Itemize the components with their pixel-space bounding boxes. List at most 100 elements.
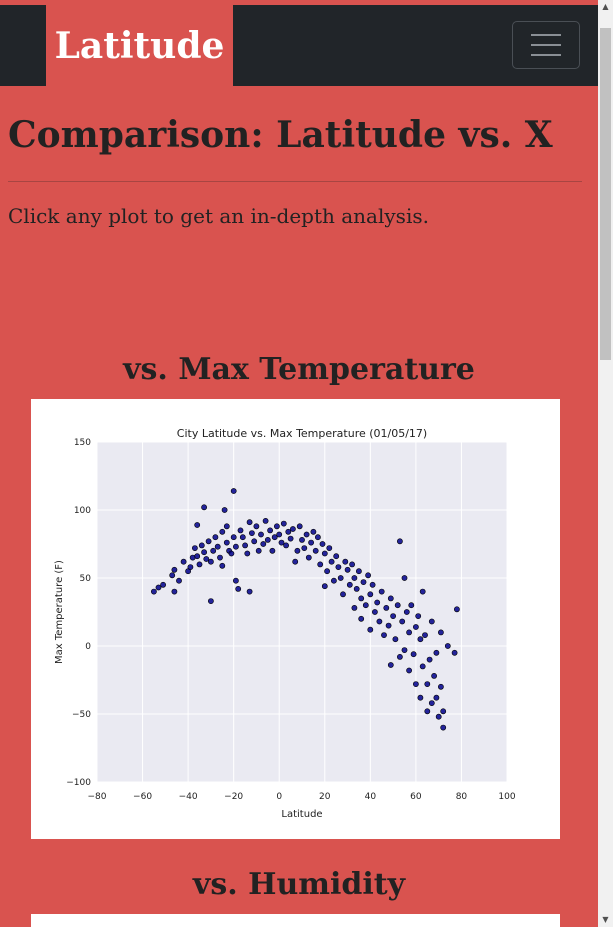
x-tick-label: 100 xyxy=(498,792,515,802)
data-point xyxy=(314,534,321,541)
data-point xyxy=(217,554,223,561)
data-point xyxy=(203,556,210,562)
data-point xyxy=(415,613,422,619)
plot-area xyxy=(97,442,507,782)
data-point xyxy=(253,523,260,530)
data-point xyxy=(340,591,346,598)
x-tick-labels: −80 −60 −40 −20 0 20 40 60 80 100 xyxy=(88,792,516,802)
data-point xyxy=(258,531,264,538)
data-point xyxy=(428,618,435,625)
data-point xyxy=(440,724,447,731)
x-tick-label: 80 xyxy=(456,792,468,802)
data-point xyxy=(383,604,390,611)
data-point xyxy=(435,713,442,720)
data-point xyxy=(301,545,308,551)
data-point xyxy=(319,541,326,547)
data-point xyxy=(210,547,217,554)
max-temperature-scatter-chart: −80 −60 −40 −20 0 20 40 60 80 100 150 100 50 0 −50 −10… xyxy=(31,399,560,839)
data-point xyxy=(433,694,440,701)
data-point xyxy=(276,531,283,538)
data-point xyxy=(431,672,437,679)
y-tick-label: 150 xyxy=(74,438,91,448)
data-point xyxy=(237,527,244,534)
data-point xyxy=(417,636,424,643)
x-tick-label: −60 xyxy=(133,792,152,802)
data-point xyxy=(299,536,305,543)
max-temperature-plot-link[interactable]: −80 −60 −40 −20 0 20 40 60 80 100 150 100 50 0 −50 −10… xyxy=(31,399,560,839)
data-point xyxy=(412,681,419,687)
y-tick-labels: 150 100 50 0 −50 −100 xyxy=(66,438,91,788)
data-point xyxy=(160,581,166,588)
navbar-toggler-button[interactable] xyxy=(512,21,580,69)
data-point xyxy=(424,681,431,687)
humidity-plot-link[interactable] xyxy=(31,914,560,927)
data-point xyxy=(205,538,212,545)
data-point xyxy=(207,558,214,565)
data-point xyxy=(353,585,360,592)
data-point xyxy=(358,615,365,622)
data-point xyxy=(194,553,201,560)
hamburger-icon xyxy=(531,34,561,36)
data-point xyxy=(155,584,162,591)
data-point xyxy=(273,523,280,530)
data-point xyxy=(422,632,428,638)
data-point xyxy=(201,504,207,511)
data-point xyxy=(198,542,205,549)
data-point xyxy=(428,700,435,706)
data-point xyxy=(317,561,324,568)
data-point xyxy=(262,518,269,524)
data-point xyxy=(246,519,253,526)
scrollbar-thumb[interactable] xyxy=(600,28,611,360)
data-point xyxy=(232,577,239,584)
data-point xyxy=(176,577,182,584)
data-point xyxy=(426,656,433,663)
y-tick-label: 0 xyxy=(85,642,91,652)
vertical-scrollbar[interactable]: ▲ ▼ xyxy=(598,0,613,927)
scroll-down-arrow-icon[interactable]: ▼ xyxy=(602,915,609,924)
data-point xyxy=(214,543,221,550)
data-point xyxy=(271,534,278,541)
data-point xyxy=(232,543,239,550)
data-point xyxy=(381,632,387,638)
data-point xyxy=(269,547,276,554)
data-point xyxy=(433,649,440,656)
data-point xyxy=(171,566,178,573)
data-point xyxy=(399,618,406,625)
data-point xyxy=(390,613,396,619)
data-point xyxy=(260,541,267,547)
data-point xyxy=(310,528,317,535)
data-point xyxy=(187,564,194,570)
data-point xyxy=(267,527,273,534)
data-point xyxy=(342,558,349,565)
brand-link[interactable]: Latitude xyxy=(46,5,233,86)
data-point xyxy=(303,531,310,538)
scroll-up-arrow-icon[interactable]: ▲ xyxy=(602,2,609,11)
data-point xyxy=(248,530,255,536)
data-point xyxy=(221,507,228,513)
data-point xyxy=(437,629,444,636)
data-point xyxy=(321,583,328,590)
grid-lines xyxy=(96,441,508,783)
data-point xyxy=(387,662,394,668)
data-point xyxy=(440,708,447,715)
page: Latitude Comparison: Latitude vs. X Clic… xyxy=(0,0,598,927)
data-point xyxy=(235,585,242,592)
data-point xyxy=(360,579,367,585)
data-point xyxy=(292,558,299,565)
data-point xyxy=(396,538,403,545)
y-tick-label: 50 xyxy=(80,574,92,584)
data-point xyxy=(321,550,328,557)
data-point xyxy=(239,534,246,541)
section-heading-max-temperature: vs. Max Temperature xyxy=(123,352,475,387)
data-point xyxy=(365,572,371,579)
data-point xyxy=(351,575,358,581)
data-point xyxy=(385,622,392,629)
data-point xyxy=(230,534,237,541)
data-point xyxy=(406,667,412,674)
data-point xyxy=(406,629,412,636)
intro-text: Click any plot to get an in-depth analys… xyxy=(8,204,429,228)
data-point xyxy=(169,572,176,579)
data-point xyxy=(191,545,198,551)
chart-title: City Latitude vs. Max Temperature (01/05… xyxy=(177,427,427,440)
data-point xyxy=(417,694,424,701)
